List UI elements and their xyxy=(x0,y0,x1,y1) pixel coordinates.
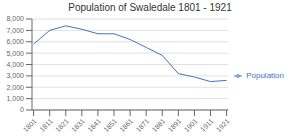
svg-text:1871: 1871 xyxy=(134,117,150,133)
svg-text:3,000: 3,000 xyxy=(8,72,24,79)
svg-text:1841: 1841 xyxy=(86,117,102,133)
svg-text:1,000: 1,000 xyxy=(8,95,24,102)
svg-text:8,000: 8,000 xyxy=(8,15,24,22)
svg-text:1801: 1801 xyxy=(22,117,38,133)
svg-text:6,000: 6,000 xyxy=(8,38,24,45)
svg-text:7,000: 7,000 xyxy=(8,27,24,34)
svg-text:0: 0 xyxy=(20,106,24,113)
html-text:Population of Swaledale 1801 -: Population of Swaledale 1801 - 1921 xyxy=(68,2,232,13)
svg-text:1811: 1811 xyxy=(38,117,54,133)
svg-text:4,000: 4,000 xyxy=(8,61,24,68)
svg-text:1831: 1831 xyxy=(70,117,86,133)
html-text:Population: Population xyxy=(246,71,284,80)
svg-text:1861: 1861 xyxy=(118,117,134,133)
svg-text:1891: 1891 xyxy=(167,117,183,133)
svg-text:1821: 1821 xyxy=(54,117,70,133)
svg-text:1881: 1881 xyxy=(151,117,167,133)
svg-text:1921: 1921 xyxy=(215,117,231,133)
svg-text:1901: 1901 xyxy=(183,117,199,133)
svg-text:1851: 1851 xyxy=(102,117,118,133)
svg-text:2,000: 2,000 xyxy=(8,84,24,91)
svg-text:5,000: 5,000 xyxy=(8,50,24,57)
svg-text:1911: 1911 xyxy=(199,117,215,133)
